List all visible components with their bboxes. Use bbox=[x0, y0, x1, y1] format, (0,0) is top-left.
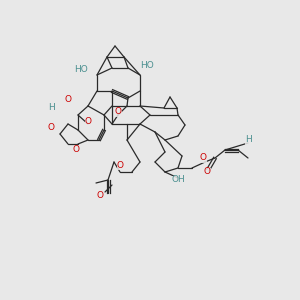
Text: HO: HO bbox=[74, 65, 88, 74]
Text: H: H bbox=[245, 136, 252, 145]
Text: O: O bbox=[200, 154, 206, 163]
Text: O: O bbox=[64, 95, 71, 104]
Text: OH: OH bbox=[172, 176, 186, 184]
Text: H: H bbox=[48, 103, 55, 112]
Text: O: O bbox=[73, 146, 80, 154]
Text: O: O bbox=[115, 107, 122, 116]
Text: O: O bbox=[97, 191, 104, 200]
Text: O: O bbox=[116, 160, 124, 169]
Text: O: O bbox=[203, 167, 211, 176]
Text: HO: HO bbox=[140, 61, 154, 70]
Text: O: O bbox=[48, 122, 55, 131]
Text: O: O bbox=[85, 118, 92, 127]
